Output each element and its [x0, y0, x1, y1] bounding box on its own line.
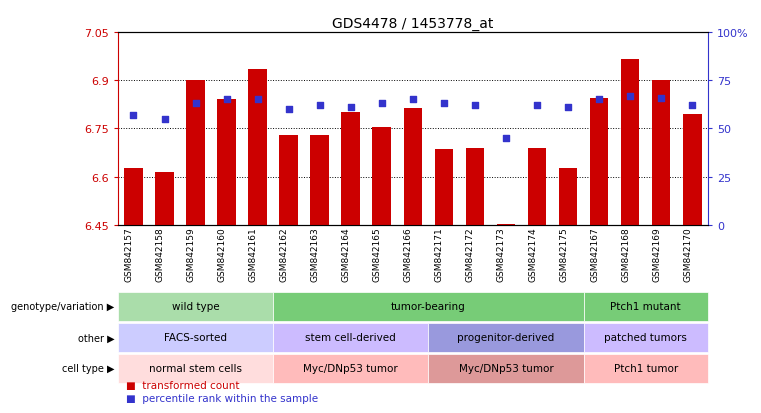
Bar	[186, 81, 205, 225]
Point	[282, 107, 295, 113]
Bar	[584, 292, 708, 321]
Point	[127, 112, 139, 119]
Text: GSM842159: GSM842159	[186, 226, 196, 281]
Title: GDS4478 / 1453778_at: GDS4478 / 1453778_at	[332, 17, 494, 31]
Text: GSM842168: GSM842168	[621, 226, 630, 281]
Point	[531, 103, 543, 109]
Text: GSM842170: GSM842170	[683, 226, 693, 281]
Bar	[118, 354, 273, 383]
Bar	[403, 108, 422, 225]
Point	[438, 101, 450, 107]
Text: GSM842169: GSM842169	[652, 226, 661, 281]
Point	[314, 103, 326, 109]
Text: cell type ▶: cell type ▶	[62, 363, 114, 374]
Text: tumor-bearing: tumor-bearing	[391, 301, 466, 312]
Text: GSM842165: GSM842165	[373, 226, 382, 281]
Point	[221, 97, 233, 104]
Text: GSM842167: GSM842167	[590, 226, 599, 281]
Bar	[652, 81, 670, 225]
Text: ■  transformed count: ■ transformed count	[126, 380, 239, 390]
Text: wild type: wild type	[172, 301, 219, 312]
Bar	[590, 99, 608, 225]
Bar	[155, 172, 174, 225]
Text: GSM842160: GSM842160	[218, 226, 227, 281]
Text: Ptch1 tumor: Ptch1 tumor	[613, 363, 678, 374]
Bar	[118, 292, 273, 321]
Text: progenitor-derived: progenitor-derived	[457, 332, 555, 343]
Bar	[372, 128, 391, 225]
Point	[469, 103, 481, 109]
Bar	[342, 113, 360, 225]
Text: GSM842164: GSM842164	[342, 226, 351, 281]
Bar	[428, 354, 584, 383]
Bar	[683, 115, 702, 225]
Text: GSM842175: GSM842175	[559, 226, 568, 281]
Text: GSM842161: GSM842161	[249, 226, 258, 281]
Point	[158, 116, 170, 123]
Text: GSM842157: GSM842157	[125, 226, 133, 281]
Bar	[273, 292, 584, 321]
Text: GSM842173: GSM842173	[497, 226, 506, 281]
Point	[593, 97, 605, 104]
Bar	[273, 323, 428, 352]
Point	[406, 97, 419, 104]
Bar	[279, 135, 298, 225]
Text: GSM842174: GSM842174	[528, 226, 537, 281]
Bar	[124, 169, 143, 225]
Bar	[584, 323, 708, 352]
Bar	[559, 169, 578, 225]
Text: other ▶: other ▶	[78, 332, 114, 343]
Text: genotype/variation ▶: genotype/variation ▶	[11, 301, 114, 312]
Bar	[527, 148, 546, 225]
Point	[500, 135, 512, 142]
Point	[655, 95, 667, 102]
Text: patched tumors: patched tumors	[604, 332, 687, 343]
Text: FACS-sorted: FACS-sorted	[164, 332, 227, 343]
Text: GSM842162: GSM842162	[280, 226, 288, 281]
Text: ■  percentile rank within the sample: ■ percentile rank within the sample	[126, 393, 317, 403]
Bar	[218, 100, 236, 225]
Point	[189, 101, 202, 107]
Point	[345, 104, 357, 111]
Point	[376, 101, 388, 107]
Bar	[273, 354, 428, 383]
Bar	[310, 135, 329, 225]
Point	[686, 103, 699, 109]
Text: GSM842172: GSM842172	[466, 226, 475, 281]
Bar	[118, 323, 273, 352]
Bar	[428, 323, 584, 352]
Text: normal stem cells: normal stem cells	[149, 363, 242, 374]
Text: Myc/DNp53 tumor: Myc/DNp53 tumor	[459, 363, 553, 374]
Text: Myc/DNp53 tumor: Myc/DNp53 tumor	[304, 363, 398, 374]
Bar	[248, 70, 267, 225]
Point	[252, 97, 264, 104]
Text: GSM842163: GSM842163	[310, 226, 320, 281]
Point	[624, 93, 636, 100]
Bar	[466, 148, 484, 225]
Bar	[584, 354, 708, 383]
Bar	[621, 60, 639, 225]
Text: GSM842171: GSM842171	[435, 226, 444, 281]
Text: Ptch1 mutant: Ptch1 mutant	[610, 301, 681, 312]
Text: GSM842158: GSM842158	[155, 226, 164, 281]
Point	[562, 104, 574, 111]
Text: stem cell-derived: stem cell-derived	[305, 332, 396, 343]
Bar	[497, 224, 515, 225]
Bar	[435, 150, 454, 225]
Text: GSM842166: GSM842166	[404, 226, 412, 281]
